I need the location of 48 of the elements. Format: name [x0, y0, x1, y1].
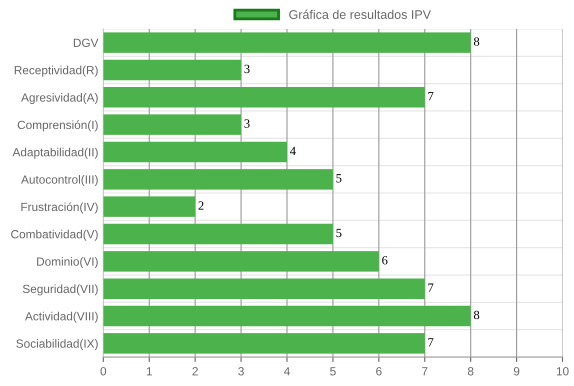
y-tick-label: Autocontrol(III): [21, 175, 98, 186]
bar: [103, 169, 333, 190]
data-label: 7: [428, 284, 434, 292]
legend-label: Gráfica de resultados IPV: [289, 10, 431, 19]
x-tick-label: 3: [238, 367, 244, 376]
x-tick-label: 0: [100, 367, 106, 376]
data-label: 7: [428, 338, 434, 346]
bar: [103, 196, 196, 217]
y-tick-label: Receptividad(R): [14, 66, 98, 77]
bar: [103, 142, 287, 162]
x-tick-label: 1: [146, 367, 152, 376]
bar: [103, 251, 379, 272]
x-tick-label: 10: [556, 367, 569, 376]
bar: [103, 278, 425, 299]
bar: [103, 87, 425, 108]
bar: [103, 306, 471, 326]
x-tick-label: 2: [192, 367, 198, 376]
data-label: 7: [428, 92, 434, 100]
y-tick-label: Sociabilidad(IX): [16, 339, 98, 350]
y-tick-label: DGV: [74, 38, 98, 48]
x-tick-label: 5: [330, 367, 336, 376]
bar: [103, 333, 425, 354]
bar: [103, 32, 471, 53]
data-label: 5: [336, 174, 342, 182]
bar: [103, 114, 242, 135]
data-label: 4: [290, 146, 296, 155]
data-label: 3: [244, 119, 250, 128]
y-tick-label: Combatividad(V): [11, 230, 98, 241]
y-tick-label: Dominio(VI): [37, 257, 98, 268]
y-tick-label: Frustración(IV): [21, 202, 98, 214]
bar: [103, 224, 333, 244]
y-tick-label: Adaptabilidad(II): [12, 148, 98, 159]
data-label: 5: [336, 228, 342, 238]
x-tick-label: 9: [514, 367, 520, 376]
data-label: 8: [474, 37, 480, 46]
y-tick-label: Seguridad(VII): [22, 284, 98, 296]
x-tick-label: 4: [284, 367, 290, 376]
data-label: 8: [474, 310, 480, 320]
data-label: 2: [198, 201, 204, 210]
data-label: 6: [382, 256, 388, 264]
y-tick-label: Actividad(VIII): [25, 312, 98, 323]
bar: [103, 60, 242, 80]
data-label: 3: [244, 64, 250, 74]
y-tick-label: Agresividad(A): [21, 93, 98, 104]
x-tick-label: 7: [422, 367, 428, 376]
x-tick-label: 8: [468, 367, 474, 376]
y-tick-label: Comprensión(I): [18, 120, 98, 132]
x-tick-label: 6: [376, 367, 382, 376]
